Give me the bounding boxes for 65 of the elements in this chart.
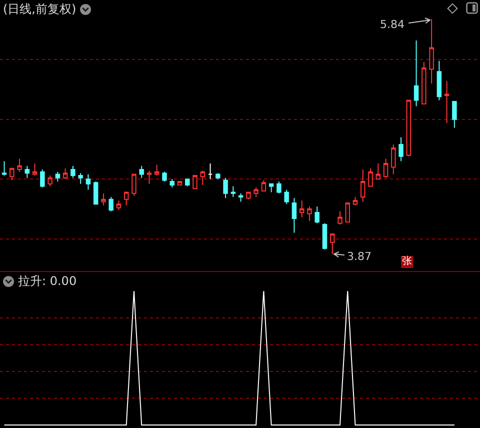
candlestick: [444, 80, 450, 124]
candlestick: [10, 168, 14, 181]
candlestick: [406, 100, 412, 157]
candlestick: [185, 178, 190, 187]
candlestick: [177, 180, 182, 186]
candlestick: [261, 180, 266, 192]
candlestick: [32, 163, 38, 176]
candlestick: [360, 169, 366, 202]
candlestick: [268, 183, 274, 193]
candlestick: [70, 165, 76, 178]
candlestick: [230, 186, 236, 198]
candlestick: [376, 163, 381, 180]
candlestick: [78, 172, 83, 184]
candlestick: [299, 200, 304, 218]
candlestick: [170, 178, 174, 188]
candlestick: [368, 168, 373, 187]
candlestick: [314, 206, 320, 224]
candlestick: [284, 189, 289, 205]
candlestick: [391, 144, 396, 175]
candlestick: [352, 196, 358, 206]
candlestick: [124, 192, 129, 206]
candlestick: [276, 180, 282, 194]
candlestick: [208, 163, 213, 180]
chart-title: 拉升: 0.00: [18, 274, 77, 288]
candlestick: [62, 168, 68, 180]
candlestick: [93, 180, 98, 205]
candlestick: [246, 192, 251, 200]
candlestick: [86, 174, 91, 190]
candlestick: [40, 169, 45, 188]
candlestick: [116, 200, 122, 211]
candlestick: [307, 206, 312, 222]
candlestick: [24, 165, 30, 178]
candlestick: [139, 165, 144, 178]
candlestick: [223, 177, 228, 199]
candlestick: [414, 40, 419, 107]
candlestick: [254, 186, 258, 198]
candlestick: [398, 136, 404, 162]
candlestick: [330, 234, 335, 255]
annotation: 3.87: [347, 250, 372, 263]
candlestick: [422, 62, 426, 104]
candlestick: [383, 158, 388, 178]
chart-title: (日线,前复权): [3, 2, 76, 16]
candlestick: [292, 198, 297, 234]
candlestick: [17, 158, 22, 172]
candlestick: [238, 192, 244, 202]
candlestick: [322, 222, 328, 250]
candlestick: [338, 210, 342, 225]
candlestick: [452, 100, 457, 128]
candlestick: [108, 196, 114, 212]
candlestick: [154, 164, 160, 176]
text: 张: [401, 256, 413, 268]
candlestick: [200, 170, 206, 186]
candlestick: [192, 174, 198, 190]
candlestick: [216, 172, 220, 180]
candlestick: [436, 60, 442, 101]
candlestick: [55, 171, 60, 182]
annotation: 5.84: [380, 18, 404, 31]
candlestick: [429, 18, 434, 84]
candlestick: [345, 202, 350, 223]
candlestick: [101, 192, 106, 206]
candlestick: [162, 171, 167, 182]
candlestick: [2, 160, 7, 176]
candlestick: [146, 170, 152, 184]
candlestick: [132, 174, 136, 196]
candlestick: [48, 174, 52, 187]
